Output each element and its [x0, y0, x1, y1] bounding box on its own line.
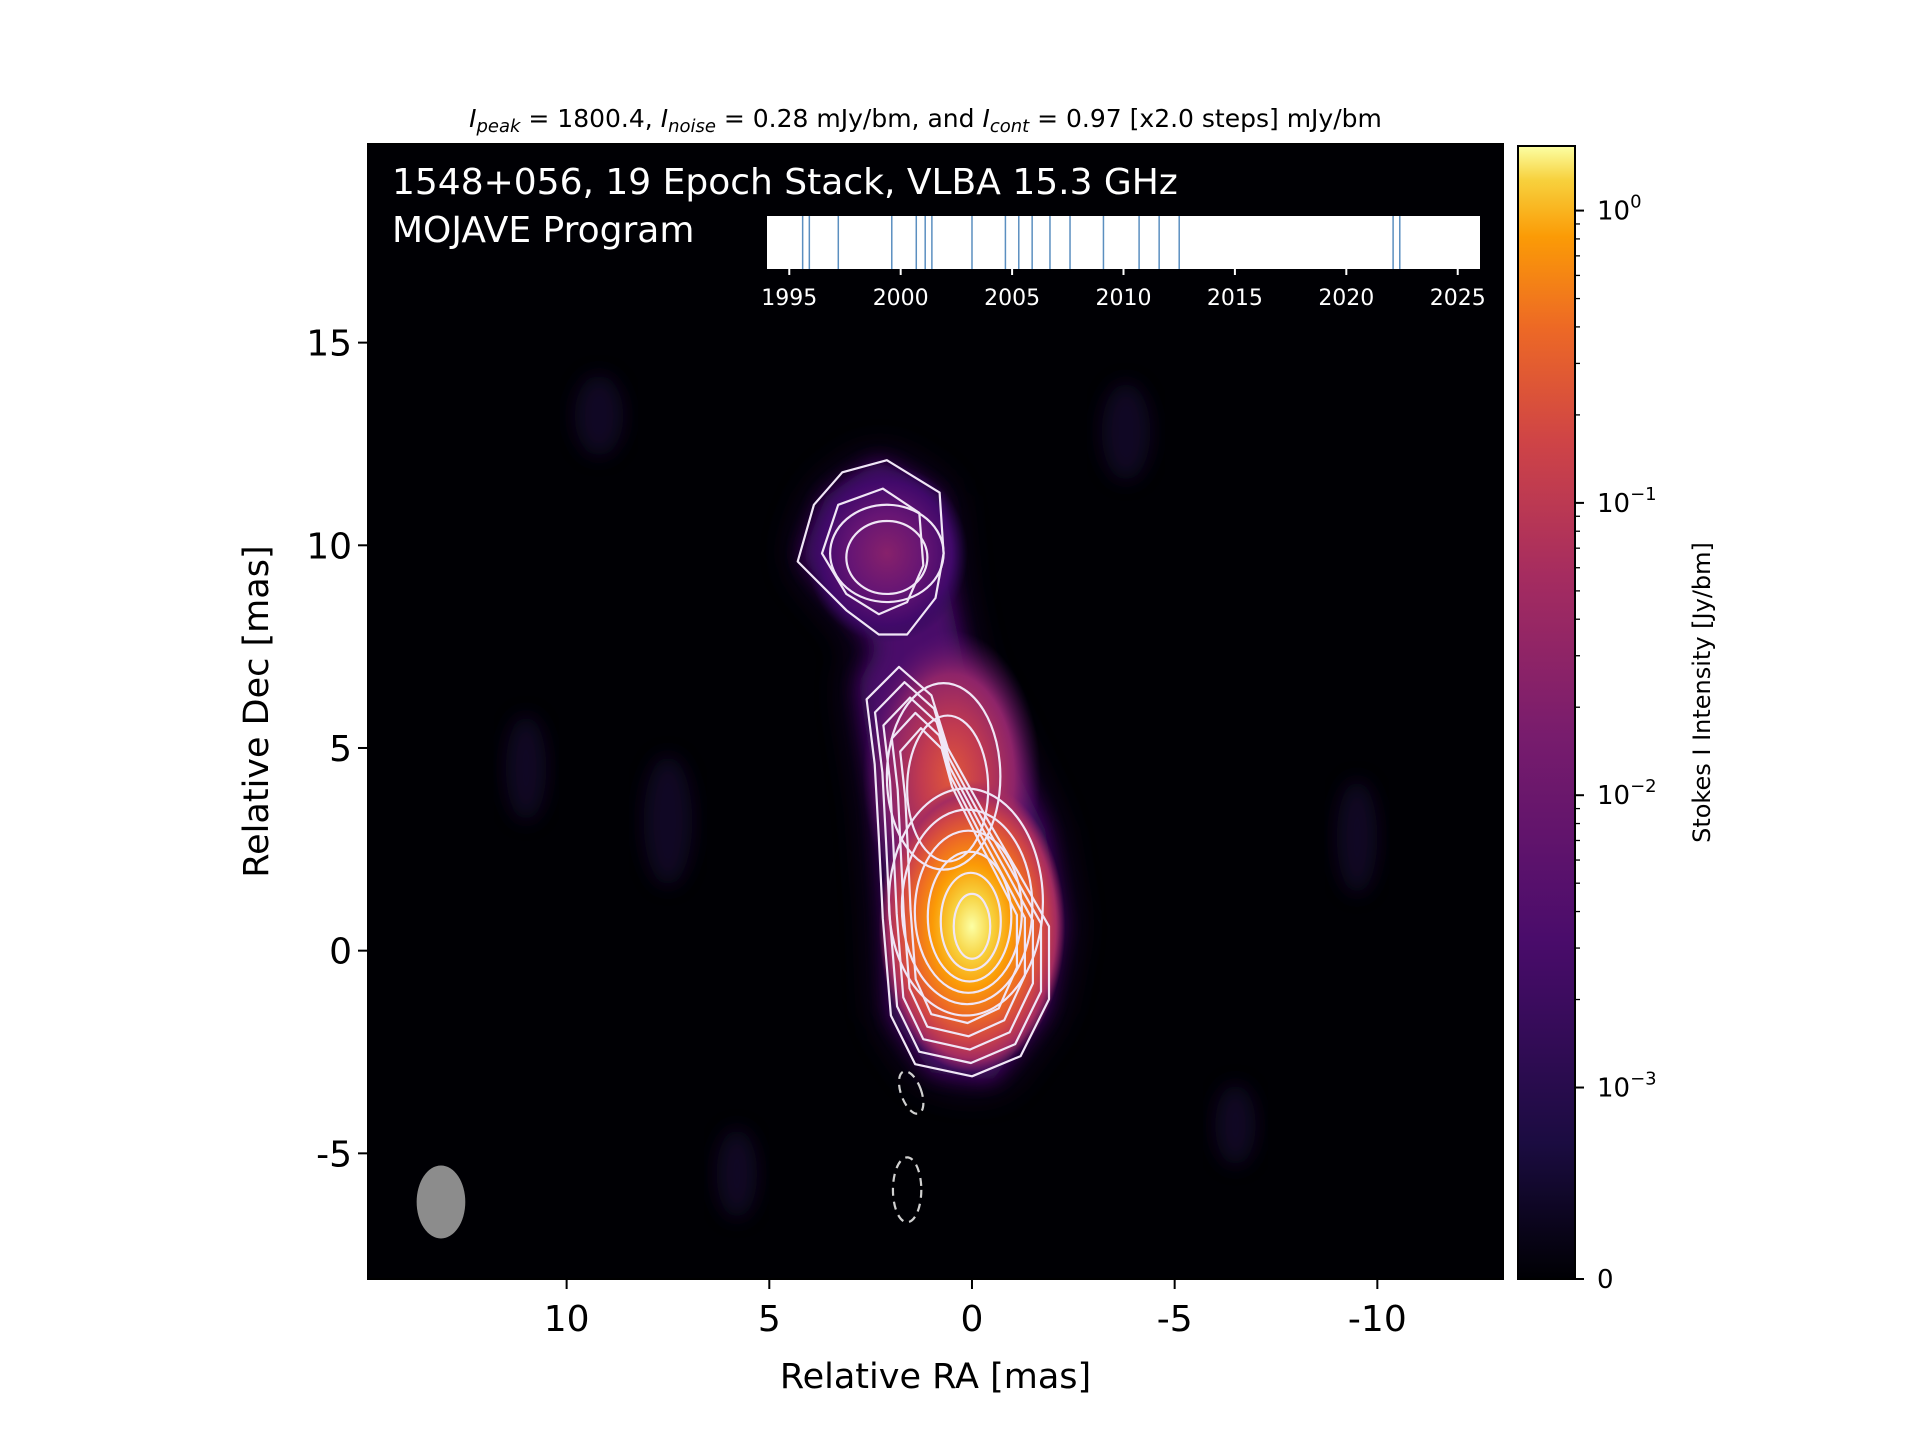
colorbar-tick-label: 0 [1597, 1265, 1614, 1295]
epoch-tick-label: 2005 [984, 286, 1040, 311]
epoch-timeline-inset: 1995 2000 2005 2010 2015 2020 2025 [761, 216, 1486, 311]
chart-title: Ipeak = 1800.4, Inoise = 0.28 mJy/bm, an… [469, 104, 1382, 137]
y-tick-label: 10 [306, 526, 352, 567]
colorbar-label: Stokes I Intensity [Jy/bm] [1688, 542, 1716, 843]
y-axis-label: Relative Dec [mas] [237, 545, 277, 877]
epoch-tick-label: 2010 [1096, 286, 1152, 311]
noise-blob [1101, 383, 1151, 481]
contour-envelope [873, 681, 1043, 1065]
x-axis-ticks: 10 5 0 -5 -10 [544, 1279, 1407, 1340]
epoch-tick-label: 1995 [761, 286, 817, 311]
x-axis-label: Relative RA [mas] [780, 1357, 1091, 1397]
colorbar-tick-label: 100 [1597, 192, 1642, 227]
epoch-tick-label: 2020 [1318, 286, 1374, 311]
contour-envelope [865, 665, 1051, 1078]
image-frame [367, 143, 1504, 1280]
colorbar-tick-label: 10−1 [1597, 484, 1657, 519]
noise-blob [716, 1129, 758, 1219]
contour-north [845, 519, 929, 596]
y-tick-label: 0 [329, 932, 352, 973]
y-tick-label: 5 [329, 729, 352, 770]
epoch-timeline-box [767, 216, 1480, 269]
emission-map [505, 375, 1378, 1219]
noise-blob [505, 715, 547, 821]
x-tick-label: 10 [544, 1299, 590, 1340]
negative-contour [897, 1070, 925, 1115]
contour-north-mid [820, 487, 925, 616]
contour-north-outer [796, 459, 945, 636]
contour-set [796, 459, 1051, 1224]
noise-blob [1215, 1084, 1256, 1166]
x-tick-label: 0 [961, 1299, 984, 1340]
noise-blob [643, 756, 693, 886]
contour-envelope [899, 727, 1018, 1025]
contour-core [939, 871, 1002, 972]
contour-core [952, 892, 992, 960]
contour-core [887, 787, 1045, 1017]
contour-core [900, 808, 1034, 1006]
x-tick-label: -10 [1348, 1299, 1407, 1340]
y-axis-ticks: 15 10 5 0 -5 [306, 324, 368, 1175]
annotation-line-2: MOJAVE Program [392, 210, 694, 251]
contour-core [926, 850, 1013, 983]
image-axes: 1548+056, 19 Epoch Stack, VLBA 15.3 GHz … [367, 143, 1504, 1280]
colorbar-ticks: 100 10−1 10−2 10−3 0 [1575, 192, 1657, 1295]
epoch-tick-label: 2025 [1430, 286, 1486, 311]
northern-component-glow [805, 464, 968, 643]
noise-blob [1336, 780, 1378, 894]
colorbar-gradient [1517, 145, 1576, 1280]
colorbar-tick-label: 10−2 [1597, 776, 1657, 811]
annotation-line-1: 1548+056, 19 Epoch Stack, VLBA 15.3 GHz [392, 162, 1178, 203]
colorbar: 100 10−1 10−2 10−3 0 Stokes I Intensity [Jy/… [1517, 145, 1716, 1295]
contour-envelope [890, 711, 1026, 1038]
contour-core [913, 829, 1023, 994]
noise-blob [574, 375, 624, 457]
epoch-tick-label: 2000 [873, 286, 929, 311]
x-tick-label: -5 [1157, 1299, 1193, 1340]
x-tick-label: 5 [758, 1299, 781, 1340]
beam-ellipse [416, 1165, 466, 1239]
contour-jet [885, 682, 1002, 871]
colorbar-tick-label: 10−3 [1597, 1069, 1657, 1104]
y-tick-label: -5 [316, 1134, 352, 1175]
epoch-tick-label: 2015 [1207, 286, 1263, 311]
negative-contour [891, 1156, 923, 1224]
y-tick-label: 15 [306, 324, 352, 365]
